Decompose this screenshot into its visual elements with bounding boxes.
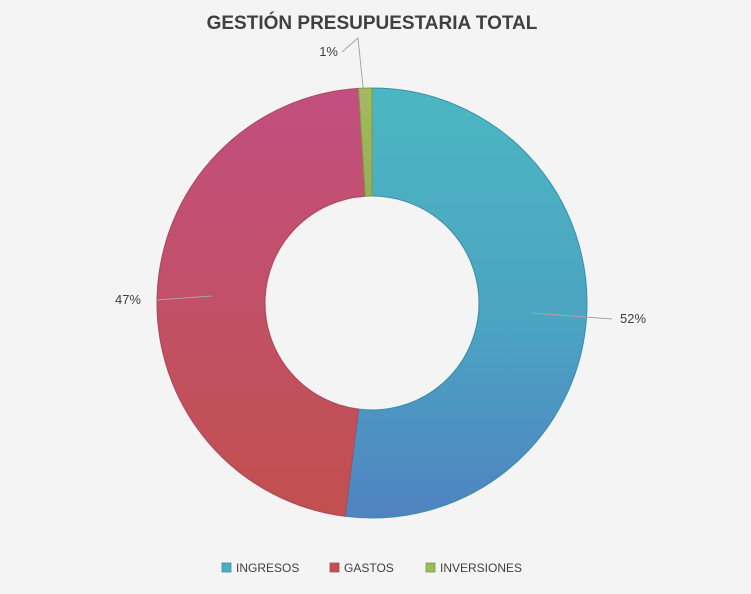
- chart-title: GESTIÓN PRESUPUESTARIA TOTAL: [207, 12, 538, 34]
- slice-gastos: [156, 87, 366, 517]
- legend-swatch-inversiones: [425, 562, 436, 573]
- data-label-ingresos: 52%: [620, 311, 646, 326]
- data-labels: 52% 47% 1%: [115, 44, 646, 326]
- leader-line-ingresos: [531, 312, 613, 320]
- slice-ingresos: [344, 87, 588, 519]
- legend-item-gastos: GASTOS: [329, 561, 394, 575]
- legend-label-ingresos: INGRESOS: [236, 561, 299, 575]
- legend-label-inversiones: INVERSIONES: [440, 561, 522, 575]
- doughnut-slices: [156, 87, 588, 519]
- legend: INGRESOS GASTOS INVERSIONES: [221, 561, 522, 575]
- leader-line-inversiones: [341, 36, 367, 119]
- data-label-gastos: 47%: [115, 292, 141, 307]
- leader-lines: [155, 36, 613, 320]
- legend-item-ingresos: INGRESOS: [221, 561, 299, 575]
- legend-swatch-gastos: [329, 562, 340, 573]
- legend-item-inversiones: INVERSIONES: [425, 561, 522, 575]
- legend-swatch-ingresos: [221, 562, 232, 573]
- leader-line-gastos: [155, 295, 213, 301]
- legend-label-gastos: GASTOS: [344, 561, 394, 575]
- data-label-inversiones: 1%: [319, 44, 338, 59]
